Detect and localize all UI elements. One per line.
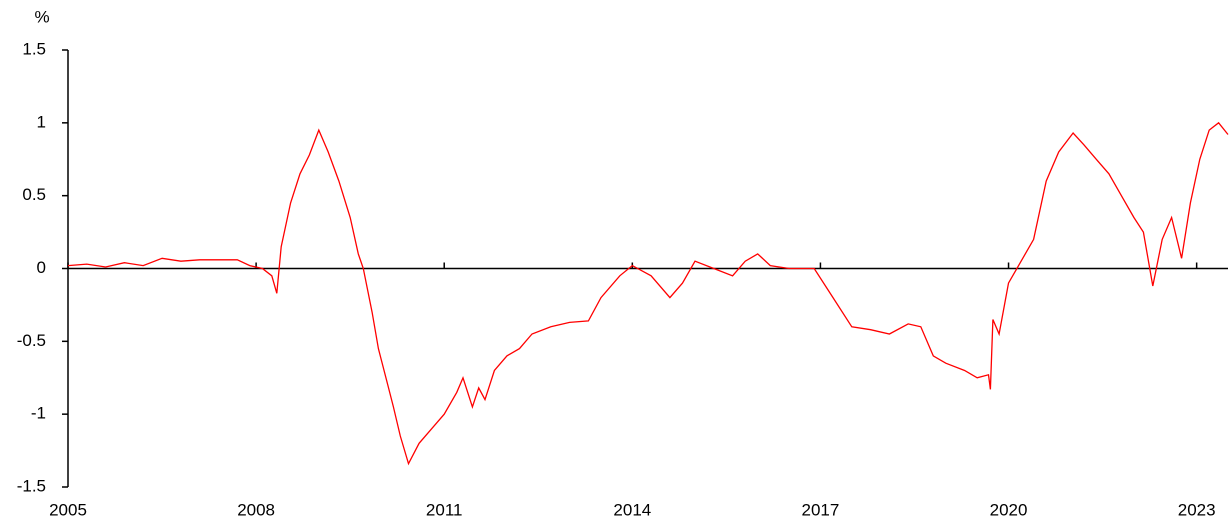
y-tick-label: -0.5 [17,331,46,350]
x-tick-label: 2023 [1178,500,1216,519]
y-tick-label: 0.5 [22,185,46,204]
x-tick-label: 2011 [426,500,463,519]
y-tick-label: 0 [37,258,46,277]
y-tick-label: 1 [37,112,46,131]
y-unit-label: % [34,7,49,26]
x-tick-label: 2020 [990,500,1028,519]
x-tick-label: 2017 [802,500,840,519]
y-tick-label: -1 [31,404,46,423]
y-tick-label: 1.5 [22,39,46,58]
data-line [67,121,1229,466]
x-tick-label: 2014 [613,500,651,519]
x-tick-label: 2008 [237,500,275,519]
x-tick-label: 2005 [49,500,87,519]
y-tick-label: -1.5 [17,476,46,495]
